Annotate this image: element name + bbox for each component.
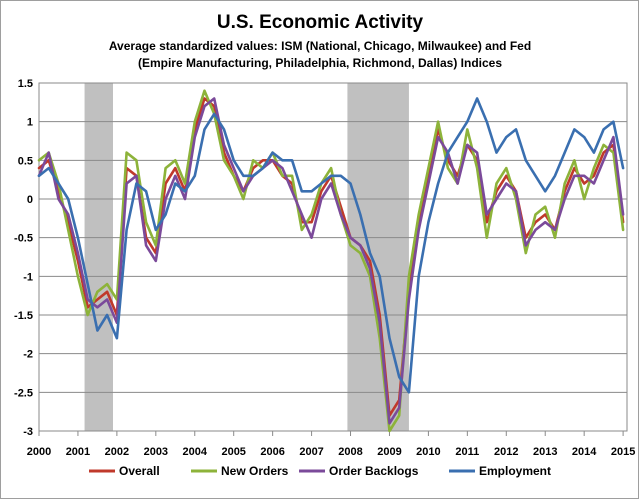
x-tick-label: 2000 <box>27 446 51 458</box>
series-line-new-orders <box>37 89 625 433</box>
x-tick-label: 2011 <box>455 446 479 458</box>
legend: Overall New Orders Order Backlogs Employmen… <box>89 464 551 478</box>
x-tick-label: 2013 <box>533 446 557 458</box>
legend-label: New Orders <box>221 464 289 478</box>
x-tick-label: 2001 <box>66 446 90 458</box>
x-tick-label: 2002 <box>105 446 129 458</box>
legend-label: Overall <box>119 464 160 478</box>
x-tick-label: 2008 <box>338 446 362 458</box>
plot-border <box>38 82 628 432</box>
series-line-employment <box>37 97 625 394</box>
x-tick-label: 2003 <box>144 446 168 458</box>
x-tick-label: 2004 <box>183 446 208 458</box>
recession-band-1 <box>84 83 113 431</box>
x-tick-label: 2012 <box>494 446 518 458</box>
x-tick-label: 2010 <box>416 446 440 458</box>
chart-subtitle-line-2: (Empire Manufacturing, Philadelphia, Ric… <box>138 56 502 70</box>
x-tick-label: 2015 <box>611 446 635 458</box>
legend-label: Employment <box>479 464 551 478</box>
y-tick-label: 1 <box>27 117 33 129</box>
x-tick-label: 2006 <box>260 446 284 458</box>
legend-label: Order Backlogs <box>329 464 419 478</box>
y-tick-label: -1.5 <box>14 310 33 322</box>
y-tick-label: -2.5 <box>14 387 33 399</box>
x-tick-label: 2014 <box>572 446 597 458</box>
series-line-overall <box>37 97 625 417</box>
plot-area: -3 -2.5 -2 -1.5 -1 -0.5 0 0.5 1 1.5 2000 2001 2002 20… <box>14 78 635 458</box>
y-tick-label: -3 <box>23 426 33 438</box>
y-tick-label: 0 <box>27 194 33 206</box>
x-tick-label: 2009 <box>377 446 401 458</box>
y-tick-label: -0.5 <box>14 233 33 245</box>
y-tick-label: 0.5 <box>18 155 33 167</box>
chart-title: U.S. Economic Activity <box>217 12 424 33</box>
x-tick-label: 2005 <box>221 446 245 458</box>
y-tick-label: -2 <box>23 349 33 361</box>
y-tick-label: -1 <box>23 271 33 283</box>
series-line-order-backlogs <box>37 97 625 425</box>
y-tick-label: 1.5 <box>18 78 33 90</box>
x-tick-label: 2007 <box>299 446 323 458</box>
chart-subtitle-line-1: Average standardized values: ISM (Nation… <box>109 39 531 53</box>
